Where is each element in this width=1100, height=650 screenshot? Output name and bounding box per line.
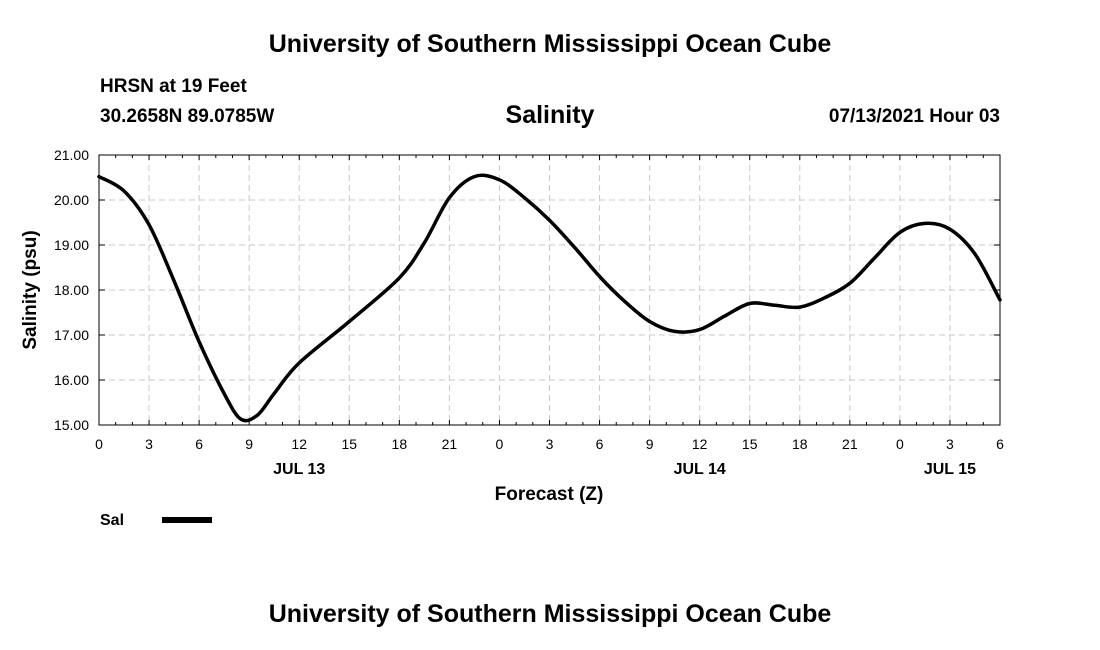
x-tick-label: 9 — [646, 436, 654, 452]
x-tick-label: 0 — [496, 436, 504, 452]
y-tick-label: 19.00 — [54, 237, 89, 253]
y-tick-label: 15.00 — [54, 417, 89, 433]
y-tick-label: 20.00 — [54, 192, 89, 208]
x-tick-label: 12 — [291, 436, 307, 452]
chart-title: Salinity — [505, 101, 595, 129]
x-tick-label: 0 — [95, 436, 103, 452]
y-axis: 15.00 16.00 17.00 18.00 19.00 20.00 21.00 — [54, 147, 1000, 433]
station-label: HRSN at 19 Feet — [100, 76, 247, 97]
x-tick-label: 15 — [341, 436, 357, 452]
top-title: University of Southern Mississippi Ocean… — [268, 30, 832, 58]
y-tick-label: 18.00 — [54, 282, 89, 298]
x-tick-label: 18 — [392, 436, 408, 452]
forecast-timestamp: 07/13/2021 Hour 03 — [828, 106, 1000, 127]
grid-lines — [99, 155, 1000, 425]
x-tick-label: 21 — [842, 436, 858, 452]
y-tick-label: 16.00 — [54, 372, 89, 388]
x-tick-label: 12 — [692, 436, 708, 452]
x-day-label: JUL 14 — [674, 461, 726, 478]
x-tick-label: 6 — [996, 436, 1004, 452]
bottom-title: University of Southern Mississippi Ocean… — [268, 600, 832, 628]
x-axis: 0 3 6 9 12 15 18 21 0 3 6 9 12 15 18 21 0 3 6 JUL 13 JUL 14 J… — [95, 155, 1004, 478]
x-tick-label: 21 — [442, 436, 458, 452]
station-coordinates: 30.2658N 89.0785W — [100, 106, 275, 127]
legend-label-sal: Sal — [100, 512, 124, 529]
series-line-sal — [97, 173, 1002, 423]
x-axis-label: Forecast (Z) — [495, 484, 604, 505]
x-day-label: JUL 13 — [273, 461, 325, 478]
legend: Sal — [100, 512, 212, 529]
x-tick-label: 18 — [792, 436, 808, 452]
y-tick-label: 21.00 — [54, 147, 89, 163]
x-tick-label: 3 — [145, 436, 153, 452]
x-tick-label: 3 — [946, 436, 954, 452]
x-tick-label: 3 — [546, 436, 554, 452]
y-axis-label: Salinity (psu) — [20, 230, 41, 349]
x-day-label: JUL 15 — [924, 461, 976, 478]
x-tick-label: 15 — [742, 436, 758, 452]
x-tick-label: 6 — [195, 436, 203, 452]
y-tick-label: 17.00 — [54, 327, 89, 343]
x-tick-label: 0 — [896, 436, 904, 452]
x-tick-label: 6 — [596, 436, 604, 452]
plot-frame — [98, 154, 1001, 426]
x-tick-label: 9 — [245, 436, 253, 452]
